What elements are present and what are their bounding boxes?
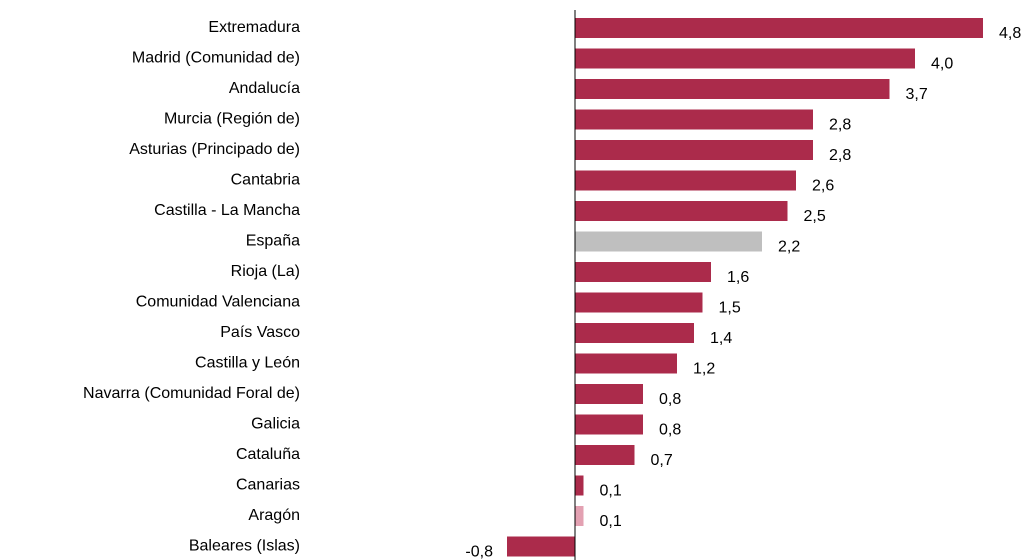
category-label: Asturias (Principado de) [129, 141, 300, 158]
category-label: Canarias [236, 477, 300, 494]
category-label: Andalucía [229, 80, 300, 97]
value-label: 1,4 [710, 330, 732, 347]
value-label: 2,8 [829, 117, 851, 134]
category-label: Extremadura [208, 19, 300, 36]
bar [575, 506, 584, 526]
bar [575, 231, 762, 252]
bar [575, 48, 915, 69]
value-label: 0,1 [600, 483, 622, 500]
category-label: Castilla y León [195, 355, 300, 372]
value-label: -0,8 [465, 544, 493, 560]
category-label: Cataluña [236, 446, 300, 463]
value-label: 1,6 [727, 269, 749, 286]
bar [507, 536, 575, 557]
bar [575, 384, 643, 404]
category-label: Aragón [248, 507, 300, 524]
bar [575, 353, 677, 374]
value-label: 2,6 [812, 178, 834, 195]
value-label: 1,5 [719, 300, 741, 317]
category-label: Murcia (Región de) [164, 111, 300, 128]
value-label: 4,0 [931, 56, 953, 73]
category-label: Castilla - La Mancha [154, 202, 300, 219]
bar [575, 201, 788, 221]
category-label: Navarra (Comunidad Foral de) [83, 385, 300, 402]
category-label: Galicia [251, 416, 300, 433]
value-label: 0,7 [651, 452, 673, 469]
category-label: Baleares (Islas) [189, 538, 300, 555]
bar [575, 292, 703, 313]
bar [575, 414, 643, 435]
bar [575, 140, 813, 160]
category-label: Madrid (Comunidad de) [132, 50, 300, 67]
value-label: 2,8 [829, 147, 851, 164]
value-label: 2,5 [804, 208, 826, 225]
value-label: 4,8 [999, 25, 1021, 42]
bar [575, 323, 694, 343]
category-label: Cantabria [231, 172, 300, 189]
value-label: 2,2 [778, 239, 800, 256]
category-label: País Vasco [220, 324, 300, 341]
value-label: 0,1 [600, 513, 622, 530]
value-label: 0,8 [659, 391, 681, 408]
category-label: Rioja (La) [231, 263, 300, 280]
bar [575, 79, 890, 99]
bar [575, 445, 635, 465]
value-label: 3,7 [906, 86, 928, 103]
category-label: España [246, 233, 300, 250]
bar [575, 109, 813, 130]
bar [575, 475, 584, 496]
bar [575, 18, 983, 38]
category-label: Comunidad Valenciana [136, 294, 300, 311]
value-label: 1,2 [693, 361, 715, 378]
value-label: 0,8 [659, 422, 681, 439]
bar [575, 170, 796, 191]
bar [575, 262, 711, 282]
